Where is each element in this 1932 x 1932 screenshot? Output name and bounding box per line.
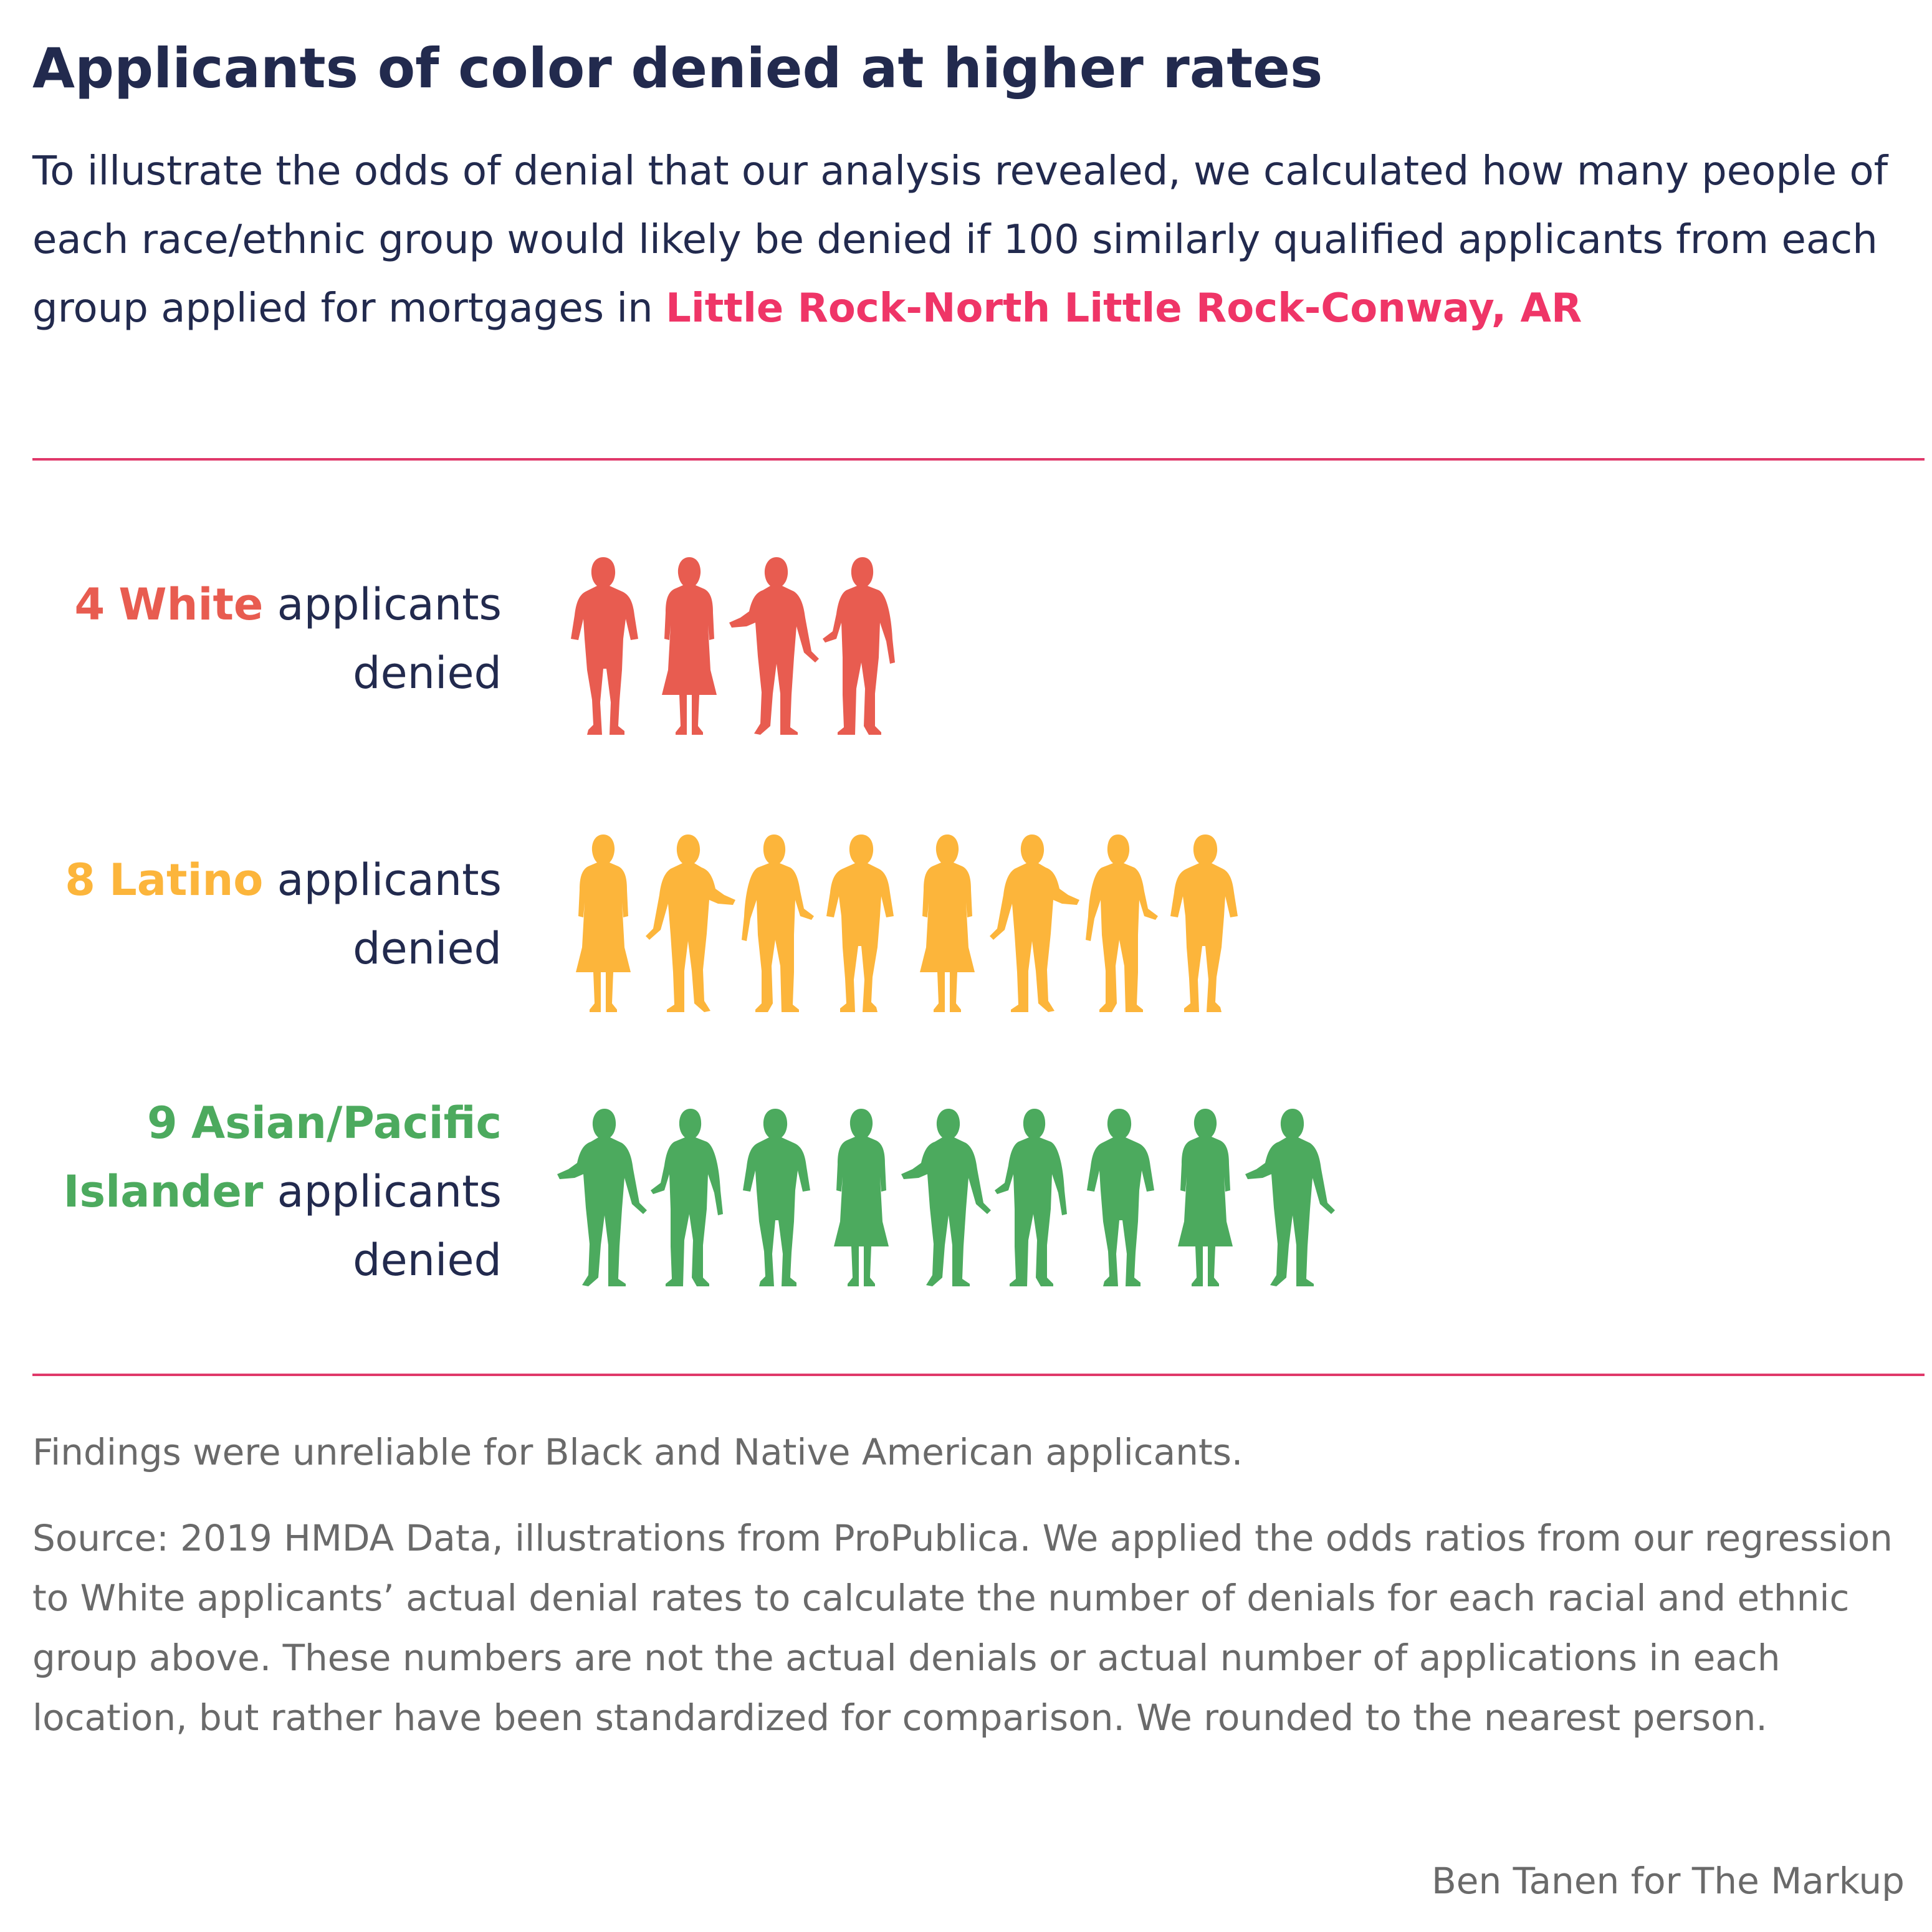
person-icon (990, 834, 1079, 1012)
count-white: 4 (74, 579, 105, 630)
person-icon (901, 1109, 991, 1286)
credit: Ben Tanen for The Markup (1432, 1860, 1905, 1902)
source-note: Source: 2019 HMDA Data, illustrations fr… (32, 1517, 1893, 1739)
suffix-denied: denied (353, 1235, 502, 1286)
person-icon (576, 834, 631, 1012)
person-icon (743, 1109, 810, 1286)
person-icon (1087, 1109, 1154, 1286)
bottom-divider (32, 1374, 1925, 1376)
pictograph-figures (557, 557, 1335, 1286)
group-white: White (118, 579, 264, 630)
person-icon (1086, 834, 1158, 1012)
person-icon (834, 1109, 889, 1286)
suffix-applicants: applicants (277, 579, 502, 630)
intro-body: To illustrate the odds of denial that ou… (32, 148, 1888, 332)
group-asian-line1: Asian/Pacific (191, 1098, 502, 1149)
suffix-applicants: applicants (277, 854, 502, 906)
person-icon (826, 834, 894, 1012)
row-label-white: 4 White applicants denied (25, 570, 502, 707)
person-icon (651, 1109, 723, 1286)
person-icon (662, 557, 717, 735)
suffix-applicants: applicants (277, 1166, 502, 1217)
person-icon (729, 557, 819, 735)
group-latino: Latino (109, 854, 264, 906)
count-latino: 8 (65, 854, 95, 906)
count-asian: 9 (147, 1098, 178, 1149)
row-label-asian-pacific-islander: 9 Asian/Pacific Islander applicants deni… (25, 1089, 502, 1294)
person-icon (571, 557, 638, 735)
person-icon (995, 1109, 1067, 1286)
suffix-denied: denied (353, 648, 502, 699)
person-icon (646, 834, 735, 1012)
location-name: Little Rock-North Little Rock-Conway, AR (666, 285, 1582, 332)
person-icon (1170, 834, 1238, 1012)
top-divider (32, 458, 1925, 461)
intro-text: To illustrate the odds of denial that ou… (32, 137, 1908, 343)
chart-title: Applicants of color denied at higher rat… (32, 36, 1323, 100)
person-icon (557, 1109, 647, 1286)
person-icon (823, 557, 895, 735)
group-asian-line2: Islander (63, 1166, 264, 1217)
person-icon (920, 834, 975, 1012)
person-icon (742, 834, 814, 1012)
person-icon (1178, 1109, 1233, 1286)
footnote: Findings were unreliable for Black and N… (32, 1431, 1243, 1473)
person-icon (1245, 1109, 1335, 1286)
suffix-denied: denied (353, 923, 502, 974)
row-label-latino: 8 Latino applicants denied (25, 846, 502, 983)
